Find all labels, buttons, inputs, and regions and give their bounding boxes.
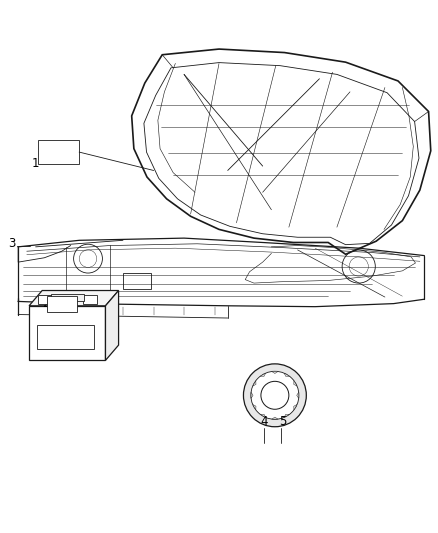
Polygon shape [251,392,253,399]
Polygon shape [260,414,266,417]
Polygon shape [294,405,297,410]
Text: 4: 4 [261,415,268,427]
Polygon shape [260,373,266,376]
Polygon shape [284,414,290,417]
Polygon shape [253,381,256,386]
Text: 2: 2 [42,297,49,310]
FancyBboxPatch shape [46,296,77,312]
Circle shape [261,381,289,409]
Text: 1: 1 [32,157,39,171]
FancyBboxPatch shape [38,295,52,304]
Circle shape [244,364,306,427]
Text: 5: 5 [279,415,286,427]
Polygon shape [284,373,290,376]
Polygon shape [272,372,278,374]
Polygon shape [106,290,119,360]
Circle shape [251,372,299,419]
FancyBboxPatch shape [38,140,79,164]
FancyBboxPatch shape [29,306,106,360]
FancyBboxPatch shape [37,325,94,350]
FancyBboxPatch shape [123,272,151,289]
Polygon shape [272,417,278,419]
Polygon shape [294,381,297,386]
Polygon shape [29,290,119,306]
Text: 3: 3 [9,237,16,250]
FancyBboxPatch shape [83,295,97,304]
Polygon shape [297,392,299,399]
FancyBboxPatch shape [51,294,84,302]
Polygon shape [253,405,256,410]
